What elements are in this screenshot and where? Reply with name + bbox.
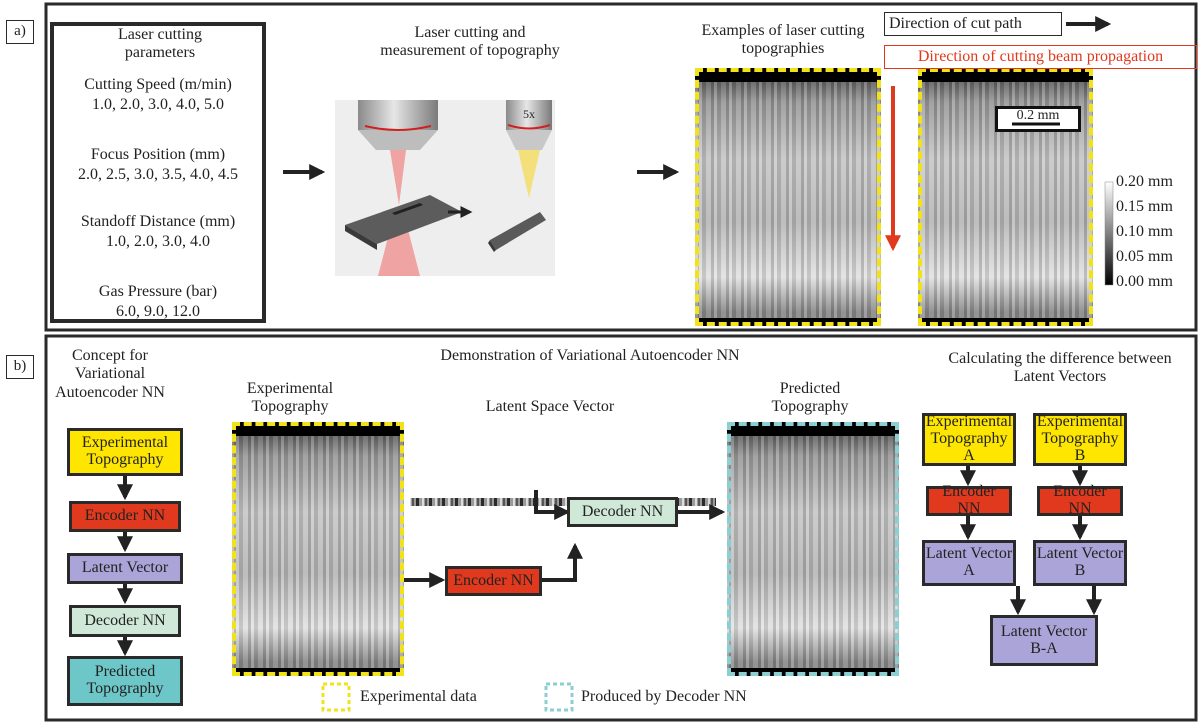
latent-strip (410, 498, 716, 506)
demo-predicted-label: Predicted Topography (771, 380, 849, 416)
colorbar-label: 0.10 mm (1116, 223, 1173, 240)
legend-swatch (544, 682, 574, 712)
topography-image (727, 422, 899, 676)
flow-box: Encoder NN (1037, 483, 1123, 517)
encoder-box: Encoder NN (445, 566, 542, 596)
flow-box: Encoder NN (69, 501, 181, 532)
legend-label: Experimental data (360, 688, 477, 705)
flow-box: Latent Vector (67, 553, 183, 584)
cut-path-label: Direction of cut path (884, 12, 1062, 36)
flow-box: Latent Vector B (1033, 540, 1127, 586)
panel-label: a) (6, 20, 34, 44)
measurement-title: Laser cutting and measurement of topogra… (380, 24, 560, 60)
parameter-name: Focus Position (mm) (90, 146, 226, 163)
latent-label: Latent Space Vector (485, 398, 615, 415)
flow-box: Experimental Topography B (1033, 413, 1127, 466)
colorbar-label: 0.00 mm (1116, 273, 1173, 290)
flow-box: Experimental Topography (67, 428, 183, 476)
parameter-values: 1.0, 2.0, 3.0, 4.0 (106, 233, 210, 250)
parameter-values: 6.0, 9.0, 12.0 (116, 303, 200, 320)
scale-bar-box (995, 106, 1081, 132)
lens-label: 5x (523, 107, 535, 121)
colorbar-label: 0.15 mm (1116, 198, 1173, 215)
flow-box: Experimental Topography A (922, 413, 1016, 466)
flow-box: Latent Vector A (922, 540, 1016, 586)
flow-box: Decoder NN (69, 605, 181, 637)
scale-bar-label: 0.2 mm (1016, 108, 1060, 123)
topography-image (695, 68, 881, 326)
flow-box: Predicted Topography (67, 656, 183, 706)
laser-illustration (335, 100, 555, 276)
beam-label: Direction of cutting beam propagation (884, 45, 1197, 69)
flow-box: Latent Vector B-A (990, 615, 1098, 666)
legend-swatch (321, 682, 351, 712)
difference-title: Calculating the difference between Laten… (948, 350, 1172, 386)
examples-title: Examples of laser cutting topographies (701, 22, 865, 58)
parameters-title: Laser cutting parameters (118, 26, 202, 62)
panel-a-frame (44, 2, 1198, 332)
parameter-name: Gas Pressure (bar) (98, 283, 218, 300)
colorbar-label: 0.05 mm (1116, 248, 1173, 265)
scale-bar-line (1012, 122, 1060, 126)
colorbar (1104, 181, 1114, 286)
parameters-box (50, 22, 266, 323)
topography-image (232, 422, 404, 676)
panel-b-frame (44, 334, 1198, 722)
difference-arrows (960, 466, 1102, 616)
flow-box: Encoder NN (926, 483, 1012, 517)
panel-label: b) (6, 355, 34, 379)
decoder-box: Decoder NN (567, 497, 678, 527)
parameter-name: Standoff Distance (mm) (80, 213, 236, 230)
parameter-name: Cutting Speed (m/min) (84, 76, 232, 93)
demo-experimental-label: Experimental Topography (246, 380, 334, 416)
demo-arrows (402, 490, 726, 588)
concept-title: Concept for Variational Autoencoder NN (55, 347, 165, 401)
parameter-values: 2.0, 2.5, 3.0, 3.5, 4.0, 4.5 (78, 166, 238, 183)
parameter-values: 1.0, 2.0, 3.0, 4.0, 5.0 (92, 96, 224, 113)
legend-label: Produced by Decoder NN (581, 688, 747, 705)
colorbar-label: 0.20 mm (1116, 173, 1173, 190)
demo-title: Demonstration of Variational Autoencoder… (440, 347, 740, 364)
